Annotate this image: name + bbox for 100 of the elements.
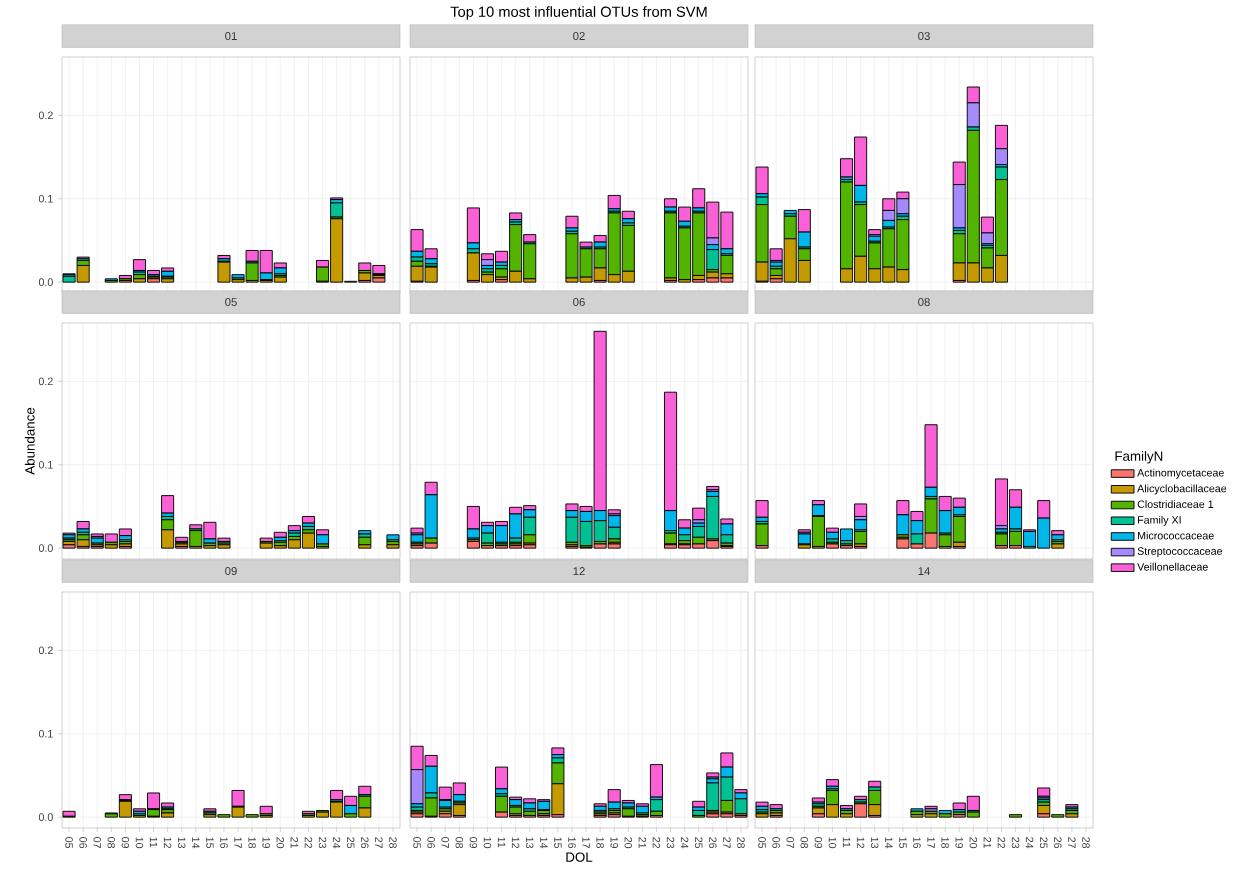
x-tick-label: 19 [955, 837, 963, 849]
x-tick-label: 14 [540, 837, 548, 849]
y-tick-label: 0.1 [38, 194, 53, 203]
x-tick-label: 15 [554, 837, 562, 849]
x-tick-label: 11 [149, 837, 158, 848]
x-tick-label: 13 [525, 837, 534, 849]
x-tick-label: 22 [997, 837, 1006, 849]
x-tick-label: 09 [121, 837, 130, 849]
x-tick-label: 07 [786, 837, 794, 849]
x-tick-label: 26 [1054, 837, 1062, 849]
x-tick-label: 19 [610, 837, 618, 849]
x-tick-label: 18 [596, 837, 604, 849]
x-tick-label: 25 [1039, 837, 1048, 849]
x-tick-label: 14 [192, 837, 200, 849]
x-tick-label: 21 [290, 837, 299, 849]
x-tick-label: 25 [346, 837, 355, 849]
x-tick-label: 23 [318, 837, 327, 849]
y-tick-label: 0.2 [38, 646, 53, 655]
x-tick-label: 07 [93, 837, 101, 849]
y-tick-label: 0.1 [38, 729, 53, 738]
x-tick-label: 28 [1082, 837, 1090, 849]
x-tick-label: 16 [568, 837, 576, 849]
x-tick-label: 17 [927, 837, 935, 849]
x-tick-label: 15 [899, 837, 907, 849]
legend-label: Streptococcaceae [1137, 547, 1223, 558]
y-tick-label: 0.1 [38, 460, 53, 469]
chart-title: 12 [573, 567, 585, 576]
x-tick-label: 08 [800, 837, 809, 849]
chart-title: 01 [225, 32, 237, 41]
x-tick-label: 14 [885, 837, 893, 849]
chart-title: 09 [225, 567, 237, 576]
x-tick-label: 25 [694, 837, 703, 849]
x-tick-label: 10 [483, 837, 492, 849]
chart-title: 03 [918, 32, 930, 41]
x-tick-label: 06 [772, 837, 780, 849]
x-tick-label: 05 [758, 837, 766, 849]
x-tick-label: 23 [1011, 837, 1020, 849]
x-tick-label: 12 [856, 837, 865, 849]
x-tick-label: 24 [332, 837, 341, 849]
legend-label: Alicyclobacillaceae [1137, 484, 1227, 495]
x-tick-label: 13 [177, 837, 186, 849]
x-tick-label: 18 [248, 837, 256, 849]
x-tick-label: 20 [624, 837, 633, 849]
y-tick-label: 0.2 [38, 111, 53, 120]
x-tick-label: 28 [737, 837, 745, 849]
x-tick-label: 20 [276, 837, 285, 849]
x-tick-label: 27 [723, 837, 731, 849]
legend-label: Veillonellaceae [1137, 562, 1208, 571]
x-tick-label: 06 [79, 837, 87, 849]
x-tick-label: 07 [441, 837, 449, 849]
x-tick-label: 15 [206, 837, 214, 849]
x-tick-label: 24 [1025, 837, 1034, 849]
x-tick-label: 19 [262, 837, 270, 849]
chart-title: 06 [573, 298, 585, 307]
chart-title: 14 [918, 567, 930, 575]
y-tick-label: 0.2 [38, 377, 53, 386]
x-tick-label: 20 [969, 837, 978, 849]
x-tick-label: 05 [413, 837, 421, 849]
x-tick-label: 26 [361, 837, 369, 849]
x-tick-label: 18 [941, 837, 949, 849]
x-tick-label: 10 [135, 837, 144, 849]
legend-label: Clostridiaceae 1 [1137, 500, 1214, 508]
x-tick-label: 26 [709, 837, 717, 849]
x-tick-label: 09 [469, 837, 478, 849]
chart-title: 05 [225, 298, 237, 307]
x-tick-label: 11 [842, 837, 851, 848]
legend-label: Actinomycetaceae [1137, 468, 1224, 479]
x-tick-label: 11 [497, 837, 506, 848]
x-tick-label: 23 [666, 837, 675, 849]
x-tick-label: 10 [828, 837, 837, 849]
y-tick-label: 0.0 [38, 813, 53, 821]
x-tick-label: 08 [455, 837, 464, 849]
x-tick-label: 08 [107, 837, 116, 849]
x-tick-label: 09 [814, 837, 823, 849]
y-tick-label: 0.0 [38, 544, 53, 552]
x-tick-label: 13 [870, 837, 879, 849]
y-tick-label: 0.0 [38, 278, 53, 286]
x-tick-label: 06 [427, 837, 435, 849]
x-tick-label: 05 [65, 837, 73, 849]
x-tick-label: 16 [913, 837, 921, 849]
x-tick-label: 24 [680, 837, 689, 849]
x-tick-label: 28 [389, 837, 397, 849]
legend-label: Family XI [1138, 515, 1181, 526]
x-tick-label: 12 [511, 837, 520, 849]
chart-title: 02 [573, 32, 585, 41]
x-tick-label: 22 [304, 837, 313, 849]
x-axis-title: DOL [566, 852, 593, 862]
chart-title: 08 [918, 298, 930, 307]
y-axis-title: Abundance [24, 407, 35, 475]
x-tick-label: 17 [582, 837, 590, 849]
x-tick-label: 21 [983, 837, 992, 849]
x-tick-label: 22 [652, 837, 661, 849]
text: Top 10 most influential OTUs from SVM [450, 6, 707, 20]
legend-label: Micrococcaceae [1138, 531, 1214, 540]
legend-title: FamilyN [1115, 451, 1163, 464]
x-tick-label: 12 [163, 837, 172, 849]
x-tick-label: 17 [234, 837, 242, 849]
x-tick-label: 27 [375, 837, 383, 849]
x-tick-label: 16 [220, 837, 228, 849]
x-tick-label: 27 [1068, 837, 1076, 849]
